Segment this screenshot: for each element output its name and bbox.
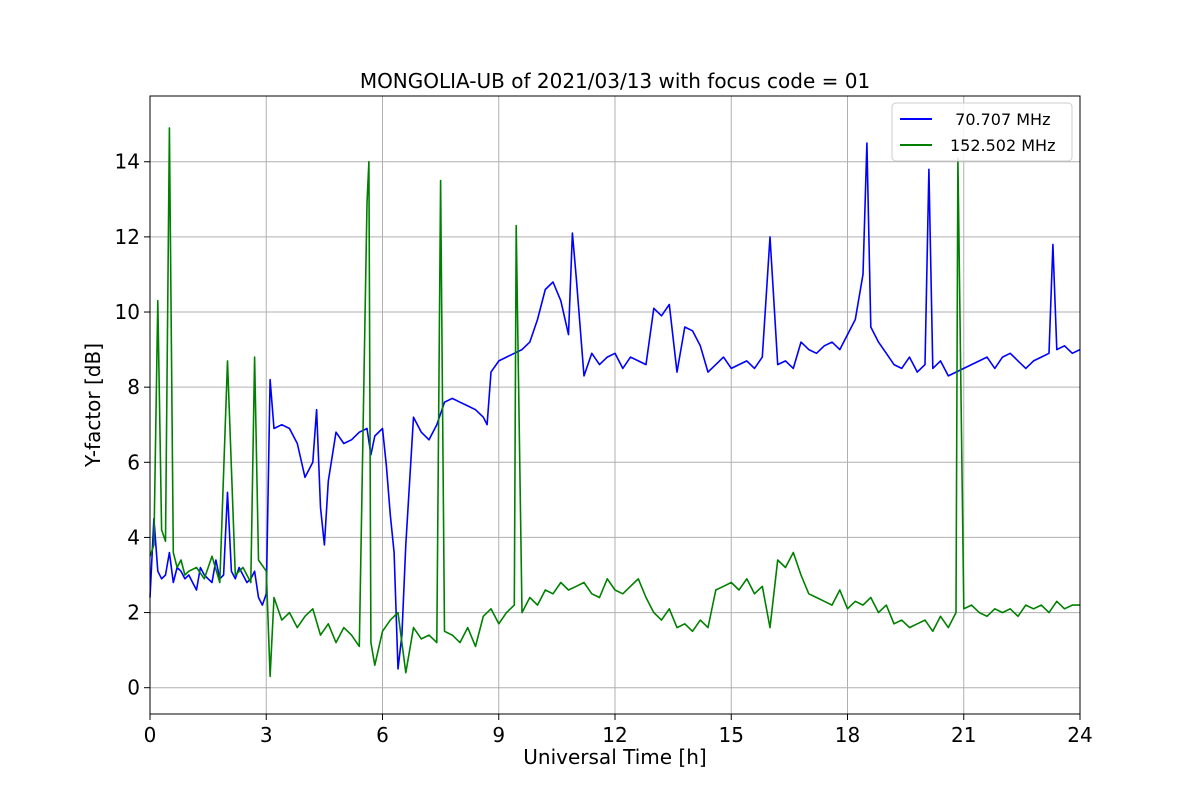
y-axis-label: Y-factor [dB]: [81, 343, 105, 468]
y-tick-label: 10: [115, 300, 140, 324]
x-tick-label: 21: [951, 723, 976, 747]
legend-label-70mhz: 70.707 MHz: [945, 110, 1050, 129]
chart-title: MONGOLIA-UB of 2021/03/13 with focus cod…: [360, 69, 870, 93]
series-line-1: [149, 127, 1080, 678]
legend: 70.707 MHz 152.502 MHz: [891, 102, 1073, 162]
y-tick-label: 4: [127, 525, 140, 549]
y-tick-label: 0: [127, 676, 140, 700]
legend-label-152mhz: 152.502 MHz: [950, 136, 1055, 155]
x-tick-label: 12: [602, 723, 627, 747]
x-axis-ticks: 0 3 6 9 12 15 18 21 24: [144, 714, 1093, 747]
x-tick-label: 15: [719, 723, 744, 747]
x-tick-label: 6: [376, 723, 389, 747]
y-tick-label: 2: [127, 601, 140, 625]
legend-box: [891, 102, 1073, 162]
x-tick-label: 9: [492, 723, 505, 747]
y-tick-label: 12: [115, 225, 140, 249]
y-tick-label: 8: [127, 375, 140, 399]
grid-lines: [149, 96, 1081, 714]
x-tick-label: 18: [835, 723, 860, 747]
x-tick-label: 3: [260, 723, 273, 747]
x-tick-label: 0: [144, 723, 157, 747]
y-tick-label: 6: [127, 450, 140, 474]
x-tick-label: 24: [1067, 723, 1092, 747]
series-line-0: [149, 142, 1081, 670]
y-axis-ticks: 0 2 4 6 8 10 12 14: [115, 150, 150, 700]
series-layer: [149, 127, 1081, 678]
y-tick-label: 14: [115, 150, 140, 174]
x-axis-label: Universal Time [h]: [523, 745, 706, 769]
